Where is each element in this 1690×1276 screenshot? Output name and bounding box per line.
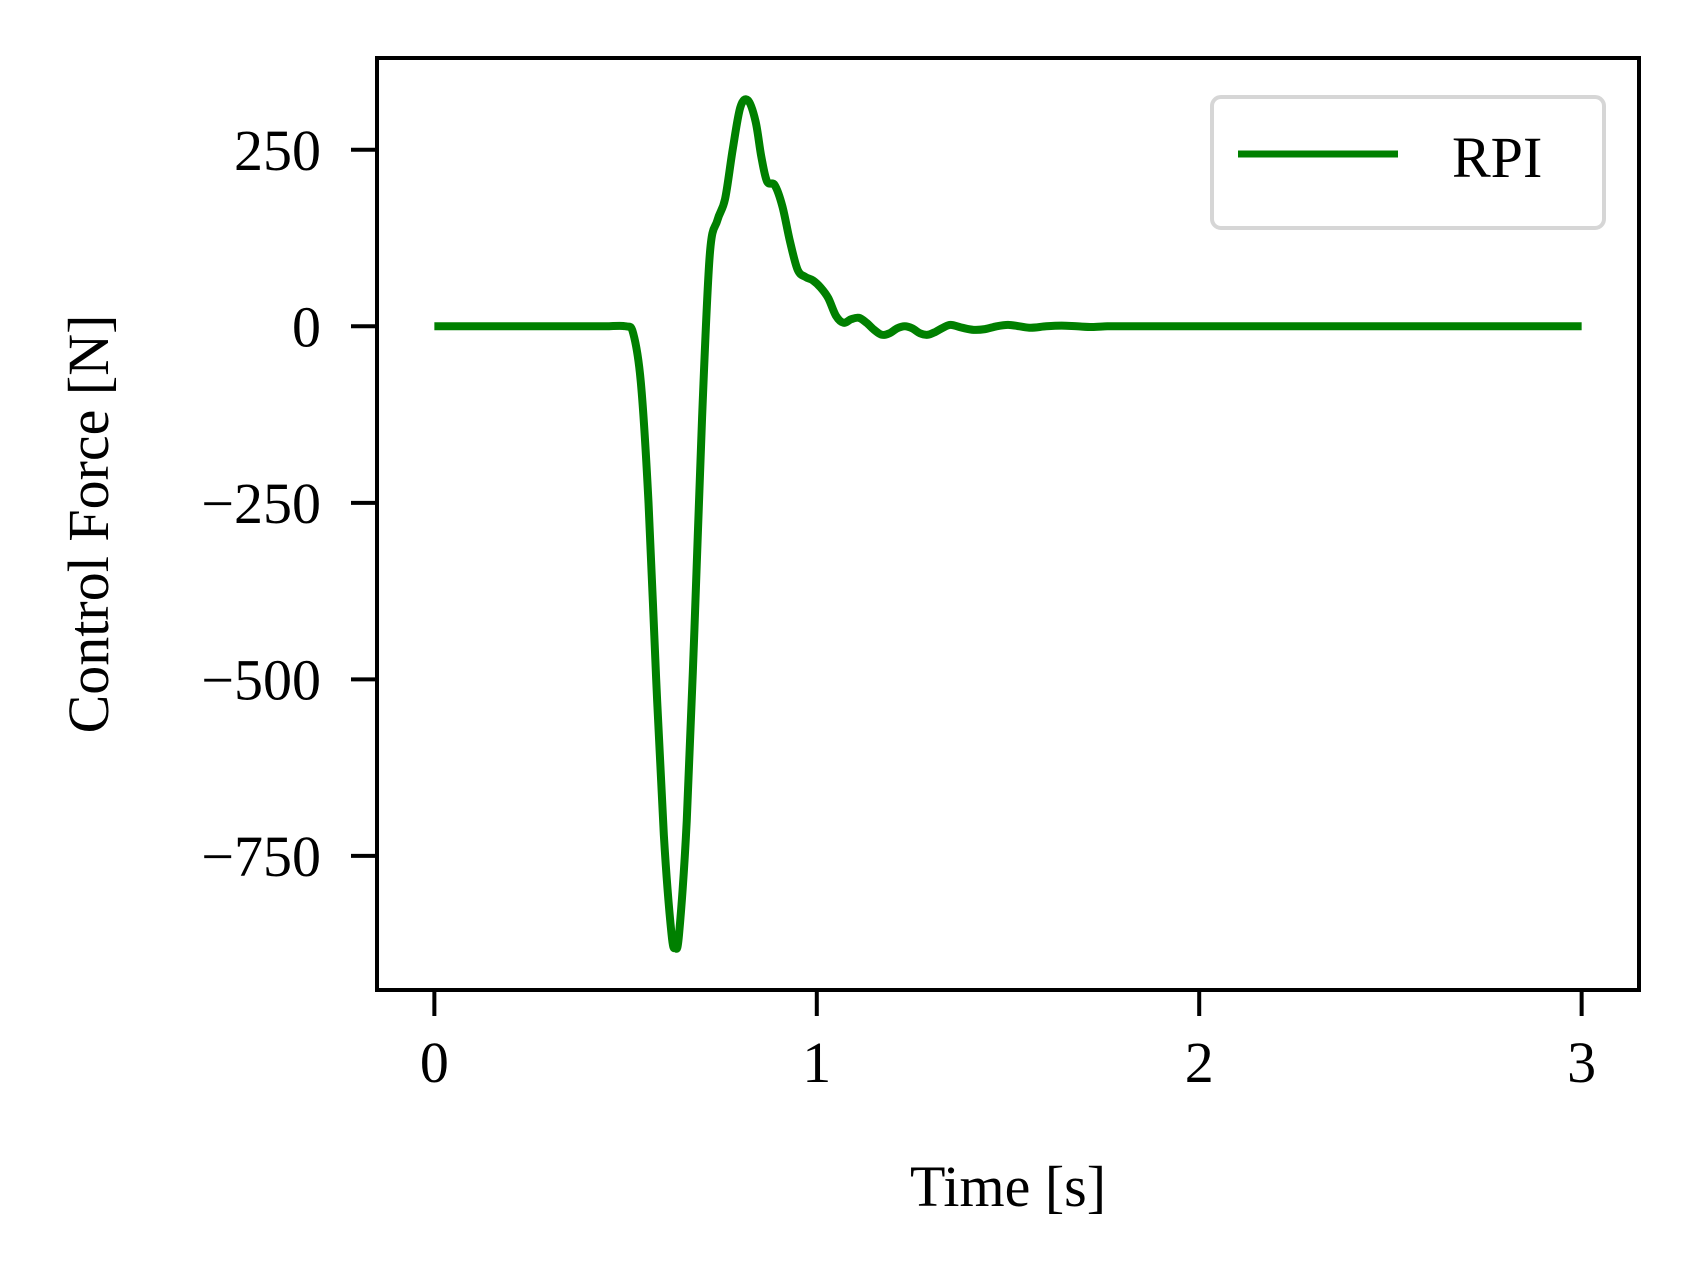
y-axis-ticks: 250 0 −250 −500 −750 [201,118,377,889]
y-tick-label: −750 [201,824,321,889]
x-tick-label: 2 [1185,1030,1214,1095]
y-tick-label: −250 [201,471,321,536]
x-tick-label: 3 [1567,1030,1596,1095]
legend: RPI [1210,95,1606,230]
x-tick-label: 1 [802,1030,831,1095]
y-axis-title: Control Force [N] [56,315,121,734]
y-tick-label: 0 [292,294,321,359]
x-axis-title: Time [s] [910,1154,1106,1219]
series-layer [434,95,1582,953]
legend-label-rpi: RPI [1452,125,1542,190]
series-line-rpi [434,95,1582,953]
y-tick-label: 250 [234,118,321,183]
x-tick-label: 0 [420,1030,449,1095]
y-tick-label: −500 [201,647,321,712]
legend-box [1210,95,1606,230]
x-axis-ticks: 0 1 2 3 [420,990,1596,1095]
